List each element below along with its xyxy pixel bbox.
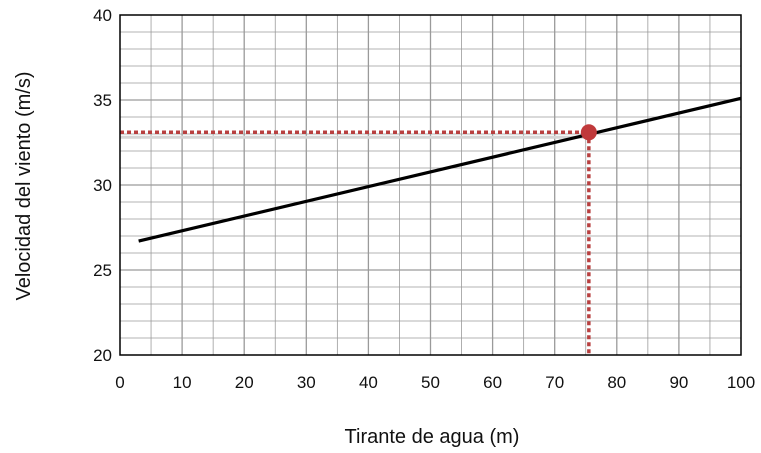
x-tick-label: 40 (359, 373, 378, 392)
y-tick-label: 20 (93, 346, 112, 365)
highlight-guides (120, 130, 591, 355)
x-tick-label: 90 (669, 373, 688, 392)
x-tick-label: 10 (173, 373, 192, 392)
plot-frame (119, 14, 742, 356)
y-axis-label: Velocidad del viento (m/s) (13, 71, 35, 300)
y-tick-label: 35 (93, 91, 112, 110)
x-tick-labels: 0 10 20 30 40 50 60 70 80 90 100 (115, 373, 755, 392)
x-tick-label: 80 (607, 373, 626, 392)
x-tick-label: 30 (297, 373, 316, 392)
x-tick-label: 50 (421, 373, 440, 392)
grid (120, 15, 741, 355)
x-tick-label: 20 (235, 373, 254, 392)
y-tick-label: 40 (93, 6, 112, 25)
series-line (138, 96, 742, 243)
x-tick-label: 100 (727, 373, 755, 392)
y-tick-labels: 20 25 30 35 40 (93, 6, 112, 365)
highlight-point (580, 124, 597, 141)
y-tick-label: 25 (93, 261, 112, 280)
series-layer (138, 96, 742, 243)
x-tick-label: 70 (545, 373, 564, 392)
x-tick-label: 0 (115, 373, 124, 392)
y-tick-label: 30 (93, 176, 112, 195)
x-axis-label: Tirante de agua (m) (345, 426, 520, 448)
x-tick-label: 60 (483, 373, 502, 392)
